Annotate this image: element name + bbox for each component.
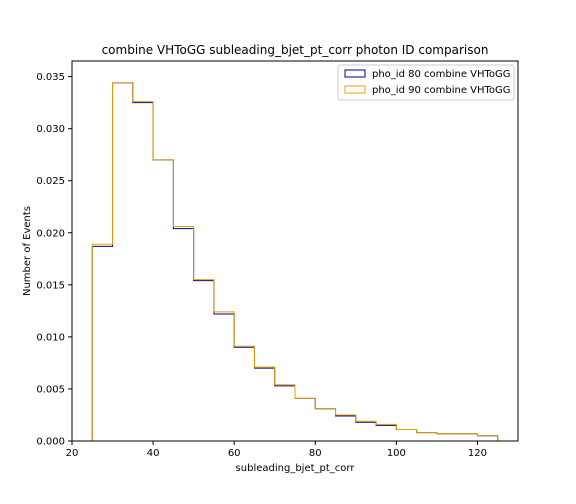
y-tick-label: 0.035 (36, 72, 65, 83)
x-axis-label: subleading_bjet_pt_corr (236, 463, 356, 474)
y-tick-label: 0.020 (36, 228, 65, 239)
y-tick-label: 0.000 (36, 437, 65, 448)
chart-title: combine VHToGG subleading_bjet_pt_corr p… (102, 43, 489, 57)
y-tick-label: 0.025 (36, 176, 65, 187)
legend-label-pho-id-80: pho_id 80 combine VHToGG (372, 69, 511, 80)
legend-swatch-pho-id-80 (344, 69, 366, 78)
plot-frame (71, 60, 519, 442)
x-tick-label: 100 (387, 448, 406, 459)
legend: pho_id 80 combine VHToGG pho_id 90 combi… (337, 64, 515, 101)
y-tick-label: 0.015 (36, 280, 65, 291)
plot-area (91, 82, 499, 441)
y-tick-label: 0.010 (36, 332, 65, 343)
series-step-pho-id-90 (91, 82, 499, 441)
legend-swatch-pho-id-90 (344, 85, 366, 94)
legend-box (337, 64, 515, 101)
legend-label-pho-id-90: pho_id 90 combine VHToGG (372, 85, 511, 96)
x-tick-label: 20 (66, 448, 79, 459)
x-tick-label: 80 (309, 448, 322, 459)
y-axis-label: Number of Events (22, 206, 33, 296)
axes: 20 40 60 80 100 120 0.000 0.005 0.010 0.015 0.020 0… (36, 72, 487, 459)
x-tick-label: 60 (228, 448, 241, 459)
y-tick-label: 0.005 (36, 384, 65, 395)
x-tick-label: 40 (147, 448, 160, 459)
x-tick-label: 120 (468, 448, 487, 459)
y-tick-label: 0.030 (36, 124, 65, 135)
